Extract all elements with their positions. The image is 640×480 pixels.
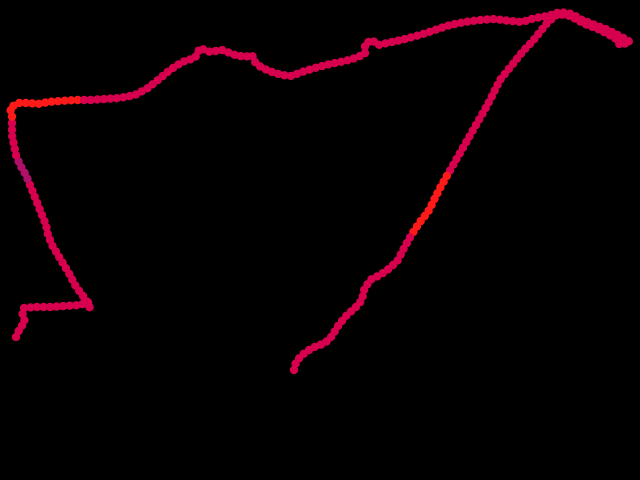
track-point bbox=[359, 285, 369, 295]
track-point bbox=[205, 47, 214, 56]
track-point bbox=[47, 97, 56, 106]
track-point bbox=[564, 11, 573, 20]
track-point bbox=[527, 14, 537, 24]
track-point bbox=[508, 17, 517, 26]
track-point bbox=[80, 95, 89, 105]
track-point bbox=[230, 50, 239, 59]
track-point bbox=[311, 63, 320, 72]
track-point bbox=[60, 96, 69, 105]
track-point bbox=[291, 359, 300, 368]
track-point bbox=[456, 18, 466, 27]
track-point bbox=[32, 302, 42, 312]
track-point bbox=[10, 144, 19, 154]
track-point bbox=[99, 94, 109, 104]
track-point bbox=[72, 301, 81, 310]
track-point bbox=[7, 125, 17, 134]
track-point bbox=[299, 67, 308, 76]
track-point bbox=[65, 301, 74, 310]
track-point bbox=[289, 365, 299, 375]
track-point bbox=[19, 303, 29, 313]
track-point bbox=[34, 99, 43, 109]
track-point bbox=[387, 37, 397, 47]
track-point bbox=[274, 69, 283, 79]
track-point bbox=[9, 138, 18, 147]
track-point bbox=[21, 98, 30, 108]
track-point bbox=[86, 95, 95, 105]
track-point bbox=[7, 118, 17, 128]
track-point bbox=[43, 229, 52, 238]
track-point bbox=[26, 303, 35, 312]
track-point bbox=[52, 302, 61, 311]
track-point bbox=[482, 15, 492, 24]
track-point bbox=[8, 132, 17, 141]
track-point bbox=[324, 60, 333, 69]
track-point bbox=[406, 33, 416, 42]
track-point bbox=[20, 316, 29, 325]
track-point bbox=[7, 112, 17, 121]
track-point bbox=[534, 13, 543, 22]
track-point bbox=[476, 15, 485, 25]
track-point bbox=[106, 94, 115, 103]
track-point bbox=[515, 17, 524, 26]
track-point bbox=[374, 40, 384, 49]
track-point bbox=[394, 36, 403, 45]
track-point bbox=[444, 21, 453, 30]
gps-track bbox=[6, 8, 633, 375]
track-point bbox=[267, 67, 277, 77]
track-point bbox=[495, 15, 505, 24]
track-point bbox=[336, 57, 346, 66]
track-point bbox=[15, 98, 24, 108]
track-point bbox=[469, 16, 479, 25]
track-point bbox=[330, 58, 339, 68]
track-point bbox=[28, 99, 37, 108]
track-point bbox=[11, 151, 21, 160]
track-point bbox=[489, 14, 498, 24]
track-point bbox=[450, 19, 459, 29]
track-point bbox=[540, 12, 549, 21]
track-point bbox=[463, 17, 472, 26]
track-point bbox=[413, 31, 422, 40]
track-point bbox=[67, 96, 76, 105]
track-point bbox=[39, 302, 48, 312]
track-point bbox=[400, 34, 409, 44]
track-point bbox=[112, 94, 122, 103]
track-point bbox=[236, 51, 245, 61]
track-point bbox=[211, 46, 220, 56]
track-point bbox=[93, 95, 102, 104]
track-point bbox=[119, 93, 128, 102]
track-point bbox=[59, 301, 68, 311]
track-point bbox=[41, 98, 50, 107]
track-point bbox=[317, 61, 327, 71]
track-point bbox=[360, 48, 370, 58]
track-point bbox=[45, 302, 55, 312]
track-point bbox=[73, 95, 82, 105]
track-point bbox=[381, 39, 390, 48]
track-point bbox=[53, 97, 63, 106]
track-point bbox=[502, 16, 511, 25]
track-point bbox=[280, 71, 289, 80]
